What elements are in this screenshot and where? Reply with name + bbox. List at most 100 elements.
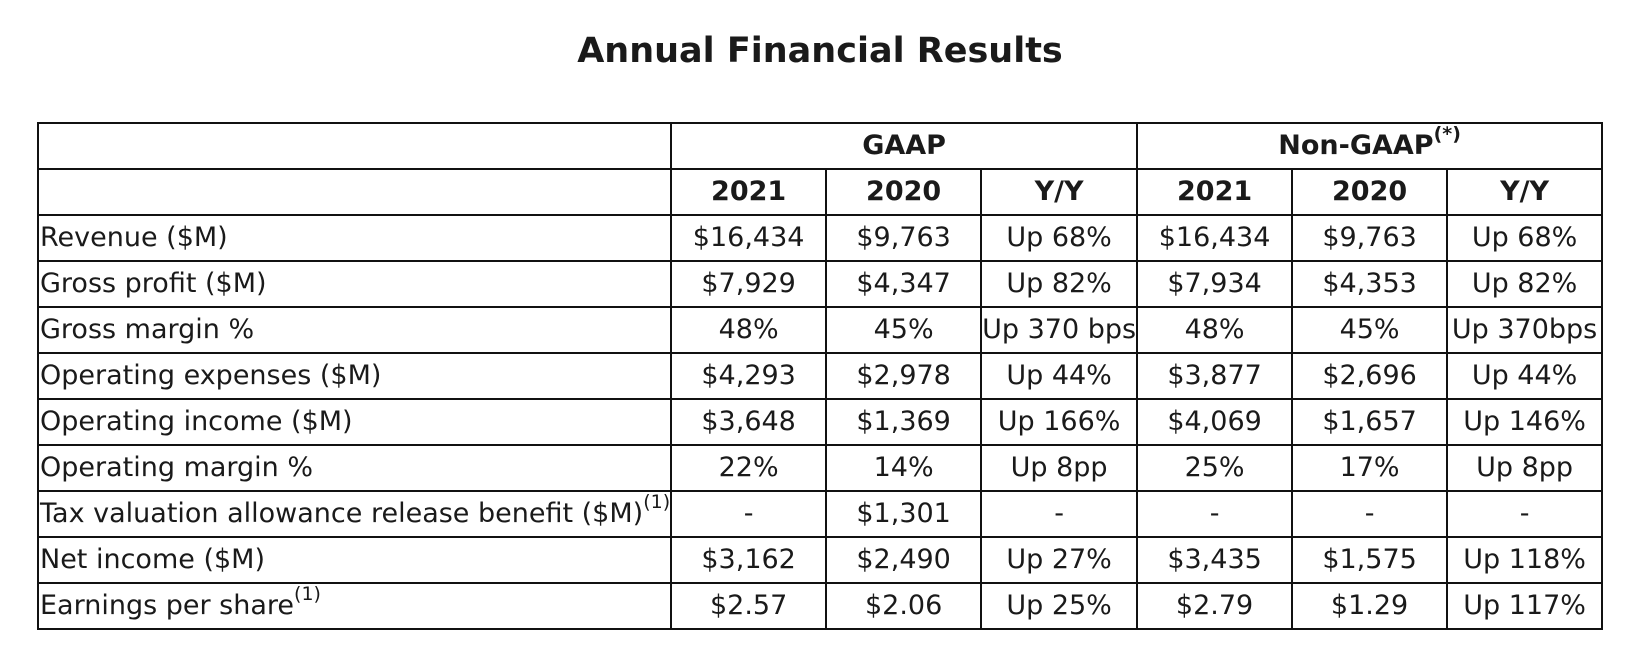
- table-cell: Up 68%: [980, 214, 1139, 262]
- row-label-text: Earnings per share: [40, 590, 295, 621]
- table-cell: $4,293: [670, 352, 828, 400]
- table-cell: $1,575: [1291, 536, 1449, 584]
- group-header-label: Non-GAAP: [1278, 130, 1434, 161]
- table-cell: $9,763: [1291, 214, 1449, 262]
- subheader-row: 2021 2020 Y/Y 2021 2020 Y/Y: [36, 168, 1604, 216]
- row-label-footnote: (1): [294, 583, 321, 605]
- financial-results-table: GAAP Non-GAAP(*) 2021 2020 Y/Y 2021 2020…: [36, 122, 1604, 630]
- table-cell: $4,347: [825, 260, 983, 308]
- table-cell: 48%: [1136, 306, 1294, 354]
- table-row: Revenue ($M) $16,434 $9,763 Up 68% $16,434 $9…: [36, 214, 1604, 262]
- table-cell: Up 8pp: [1446, 444, 1604, 492]
- group-header-row: GAAP Non-GAAP(*): [36, 122, 1604, 170]
- row-label-text: Operating expenses ($M): [40, 360, 382, 391]
- row-label-text: Gross margin %: [40, 314, 255, 345]
- table-cell: Up 68%: [1446, 214, 1604, 262]
- table-cell: $7,934: [1136, 260, 1294, 308]
- group-header-non-gaap: Non-GAAP(*): [1136, 122, 1604, 170]
- table-cell: $1.29: [1291, 582, 1449, 630]
- table-row: Gross profit ($M) $7,929 $4,347 Up 82% $7,93…: [36, 260, 1604, 308]
- table-cell: $3,877: [1136, 352, 1294, 400]
- table-cell: $7,929: [670, 260, 828, 308]
- row-label-text: Operating income ($M): [40, 406, 353, 437]
- row-label-text: Revenue ($M): [40, 222, 228, 253]
- row-label: Operating margin %: [36, 444, 673, 492]
- table-cell: Up 166%: [980, 398, 1139, 446]
- table-cell: -: [980, 490, 1139, 538]
- table-cell: 48%: [670, 306, 828, 354]
- table-cell: Up 44%: [1446, 352, 1604, 400]
- row-label: Gross profit ($M): [36, 260, 673, 308]
- row-label-footnote: (1): [643, 491, 671, 513]
- row-label-text: Operating margin %: [40, 452, 314, 483]
- table-row: Operating income ($M) $3,648 $1,369 Up 166%…: [36, 398, 1604, 446]
- table-cell: -: [1446, 490, 1604, 538]
- table-cell: $4,069: [1136, 398, 1294, 446]
- row-label: Revenue ($M): [36, 214, 673, 262]
- table-cell: Up 25%: [980, 582, 1139, 630]
- table-cell: Up 146%: [1446, 398, 1604, 446]
- table-cell: 25%: [1136, 444, 1294, 492]
- table-row: Tax valuation allowance release benefit …: [36, 490, 1604, 538]
- page-title: Annual Financial Results: [577, 31, 1063, 71]
- corner-cell: [36, 168, 673, 216]
- table-cell: $3,162: [670, 536, 828, 584]
- table-cell: 45%: [1291, 306, 1449, 354]
- table-row: Gross margin % 48% 45% Up 370 bps 48% 45% Up 3…: [36, 306, 1604, 354]
- table-cell: Up 8pp: [980, 444, 1139, 492]
- table-cell: $2,978: [825, 352, 983, 400]
- table-cell: Up 82%: [1446, 260, 1604, 308]
- table-cell: $2.79: [1136, 582, 1294, 630]
- table-cell: $16,434: [1136, 214, 1294, 262]
- table-row: Net income ($M) $3,162 $2,490 Up 27% $3,435 $…: [36, 536, 1604, 584]
- row-label: Operating expenses ($M): [36, 352, 673, 400]
- table-cell: -: [1291, 490, 1449, 538]
- row-label: Earnings per share(1): [36, 582, 673, 630]
- table-cell: $3,648: [670, 398, 828, 446]
- table-cell: $1,369: [825, 398, 983, 446]
- table-cell: $2,696: [1291, 352, 1449, 400]
- column-header-gaap-2020: 2020: [825, 168, 983, 216]
- group-header-footnote: (*): [1433, 123, 1461, 145]
- table-cell: -: [670, 490, 828, 538]
- table-cell: $9,763: [825, 214, 983, 262]
- table-cell: Up 118%: [1446, 536, 1604, 584]
- table-cell: $2.57: [670, 582, 828, 630]
- table-row: Operating margin % 22% 14% Up 8pp 25% 17% Up 8…: [36, 444, 1604, 492]
- corner-cell: [36, 122, 673, 170]
- table-cell: $16,434: [670, 214, 828, 262]
- row-label-text: Tax valuation allowance release benefit …: [40, 498, 644, 529]
- row-label: Net income ($M): [36, 536, 673, 584]
- row-label: Operating income ($M): [36, 398, 673, 446]
- table-cell: $4,353: [1291, 260, 1449, 308]
- table-cell: 14%: [825, 444, 983, 492]
- table-cell: 45%: [825, 306, 983, 354]
- table-row: Operating expenses ($M) $4,293 $2,978 Up 44…: [36, 352, 1604, 400]
- row-label-text: Net income ($M): [40, 544, 265, 575]
- column-header-gaap-yoy: Y/Y: [980, 168, 1139, 216]
- table-cell: Up 44%: [980, 352, 1139, 400]
- table-row: Earnings per share(1) $2.57 $2.06 Up 25% $2.…: [36, 582, 1604, 630]
- table-cell: Up 82%: [980, 260, 1139, 308]
- table-cell: 17%: [1291, 444, 1449, 492]
- table-cell: Up 27%: [980, 536, 1139, 584]
- row-label: Gross margin %: [36, 306, 673, 354]
- row-label: Tax valuation allowance release benefit …: [36, 490, 673, 538]
- column-header-non-gaap-2020: 2020: [1291, 168, 1449, 216]
- table-cell: Up 117%: [1446, 582, 1604, 630]
- table-cell: -: [1136, 490, 1294, 538]
- table-cell: Up 370 bps: [980, 306, 1139, 354]
- column-header-gaap-2021: 2021: [670, 168, 828, 216]
- table-cell: $1,301: [825, 490, 983, 538]
- table-cell: Up 370bps: [1446, 306, 1604, 354]
- column-header-non-gaap-yoy: Y/Y: [1446, 168, 1604, 216]
- table-cell: $1,657: [1291, 398, 1449, 446]
- column-header-non-gaap-2021: 2021: [1136, 168, 1294, 216]
- group-header-gaap: GAAP: [670, 122, 1139, 170]
- table-cell: 22%: [670, 444, 828, 492]
- table-cell: $2,490: [825, 536, 983, 584]
- table-cell: $2.06: [825, 582, 983, 630]
- table-cell: $3,435: [1136, 536, 1294, 584]
- row-label-text: Gross profit ($M): [40, 268, 267, 299]
- group-header-label: GAAP: [862, 130, 946, 161]
